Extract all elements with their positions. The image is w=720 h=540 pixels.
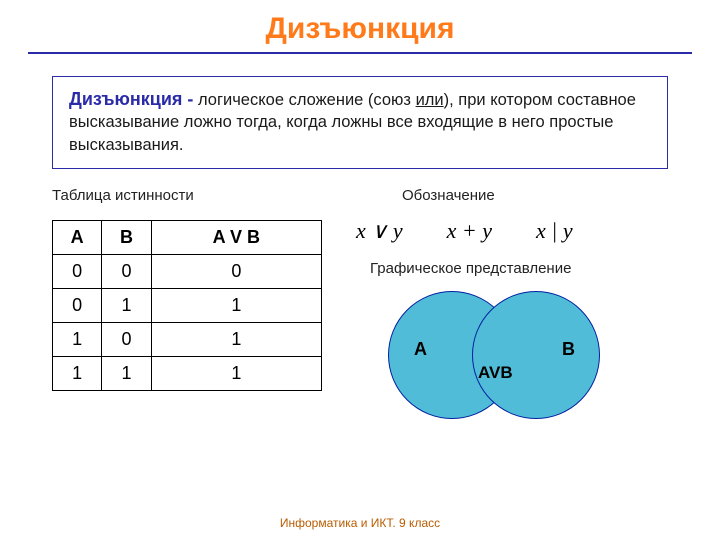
venn-circle-b bbox=[472, 291, 600, 419]
left-column: Таблица истинности A B A V B 0 0 0 0 1 bbox=[52, 187, 332, 427]
title-rule bbox=[28, 52, 692, 54]
truth-table-heading: Таблица истинности bbox=[52, 187, 332, 204]
table-row: 0 1 1 bbox=[53, 288, 322, 322]
truth-table: A B A V B 0 0 0 0 1 1 1 0 bbox=[52, 220, 322, 391]
notation-row: x ∨ y x + y x | y bbox=[352, 218, 668, 244]
venn-label-b: B bbox=[562, 339, 575, 360]
notation-heading: Обозначение bbox=[352, 187, 668, 204]
table-row: 0 0 0 bbox=[53, 254, 322, 288]
notation-1: x ∨ y bbox=[356, 218, 403, 244]
venn-label-avb: AVB bbox=[478, 363, 513, 383]
graphic-heading: Графическое представление bbox=[352, 260, 668, 277]
definition-text-1: логическое сложение (союз bbox=[193, 91, 415, 109]
page-title: Дизъюнкция bbox=[0, 0, 720, 52]
notation-2: x + y bbox=[447, 218, 492, 244]
table-header-row: A B A V B bbox=[53, 220, 322, 254]
notation-3: x | y bbox=[536, 218, 573, 244]
venn-label-a: A bbox=[414, 339, 427, 360]
right-column: Обозначение x ∨ y x + y x | y Графическо… bbox=[352, 187, 668, 427]
definition-union-word: или bbox=[416, 91, 444, 109]
definition-box: Дизъюнкция - логическое сложение (союз и… bbox=[52, 76, 668, 169]
footer-text: Информатика и ИКТ. 9 класс bbox=[0, 516, 720, 530]
table-row: 1 0 1 bbox=[53, 322, 322, 356]
col-B: B bbox=[102, 220, 151, 254]
col-AVB: A V B bbox=[151, 220, 321, 254]
definition-term: Дизъюнкция - bbox=[69, 89, 193, 109]
col-A: A bbox=[53, 220, 102, 254]
table-row: 1 1 1 bbox=[53, 356, 322, 390]
venn-diagram: A B AVB bbox=[380, 287, 620, 427]
